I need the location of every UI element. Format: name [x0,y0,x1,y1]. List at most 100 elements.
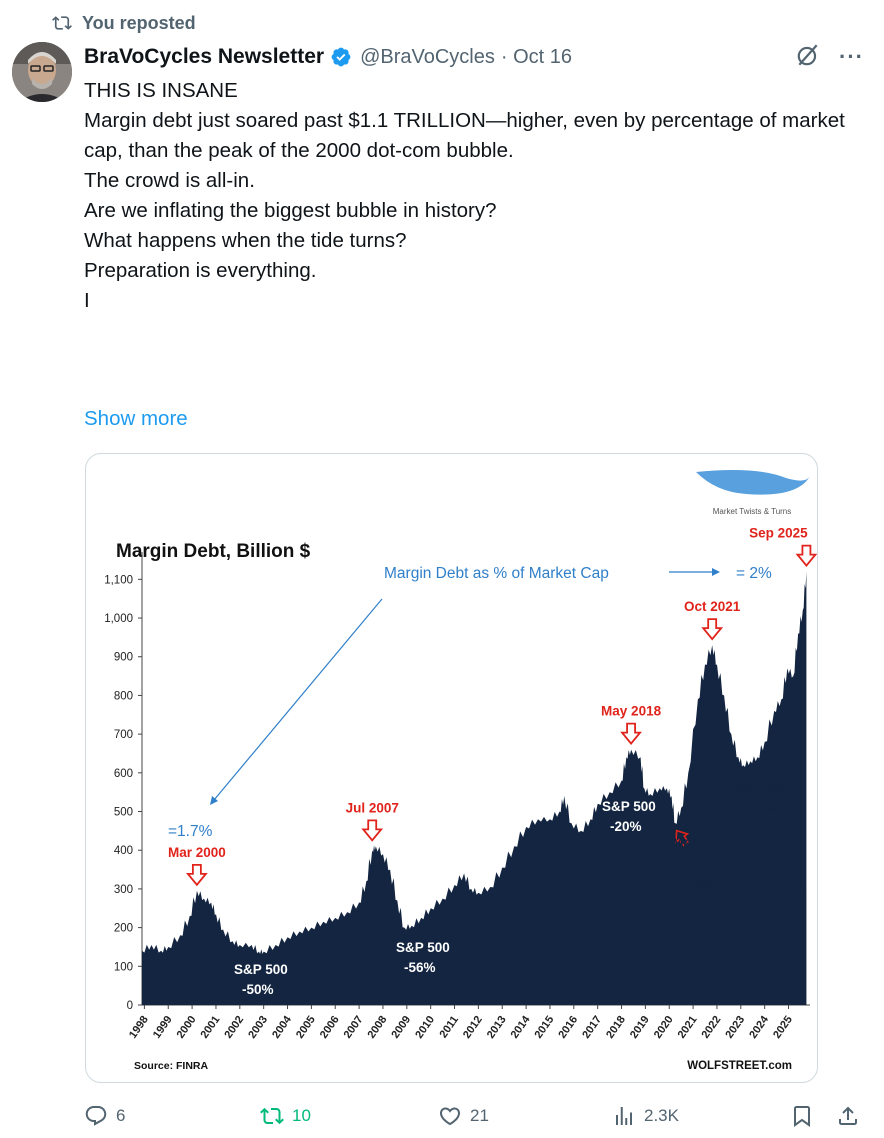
covid-label: Crash [672,876,712,892]
post-text-line: Are we inflating the biggest bubble in h… [84,199,497,222]
post-actions: 6 10 21 2.3K [84,1098,864,1134]
x-tick-label: 2012 [461,1014,485,1041]
y-tick-label: 900 [114,652,133,664]
show-more-link[interactable]: Show more [84,407,188,430]
sp500-label: S&P 500 [234,962,288,977]
view-count: 2.3K [644,1106,679,1125]
chart-title: Margin Debt, Billion $ [116,541,311,562]
annotation-arrow-icon [701,618,724,641]
margin-debt-chart: Market Twists & Turns Margin Debt, Billi… [104,470,817,1072]
y-axis: 0 100 200 300 400 500 600 700 800 900 1,000 1,100 [104,552,143,1012]
repost-icon [260,1107,284,1125]
post-text-line: What happens when the tide turns? [84,229,407,252]
repost-button[interactable]: 10 [260,1098,311,1134]
x-tick-label: 2008 [366,1014,390,1041]
chart-annotations: Mar 2000 Jul 2007 May 2018 Oct 2021 Sep 2025 [168,526,817,887]
heart-icon [439,1107,461,1126]
chart-credit: WOLFSTREET.com [687,1060,792,1072]
post-header: BraVoCycles Newsletter @BraVoCycles · Oc… [84,42,864,72]
x-tick-label: 2021 [676,1014,700,1041]
reply-count: 6 [116,1106,126,1125]
x-tick-label: 2004 [270,1013,294,1041]
x-tick-label: 2013 [485,1014,509,1041]
y-tick-label: 1,100 [104,574,133,586]
views-chart-icon [616,1107,632,1125]
sp500-drop-label: -56% [404,960,436,975]
x-tick-label: 2019 [628,1014,652,1041]
x-tick-label: 2015 [533,1014,557,1041]
verified-badge-icon [330,46,352,68]
x-tick-label: 2009 [389,1014,413,1041]
like-button[interactable]: 21 [438,1098,489,1134]
x-tick-label: 2005 [294,1014,318,1041]
x-tick-label: 2003 [246,1014,270,1041]
x-tick-label: 2014 [509,1013,533,1041]
annotation-label: Sep 2025 [749,526,808,541]
post-date[interactable]: · Oct 16 [500,45,572,68]
x-tick-label: 2025 [771,1014,795,1041]
post-text-line: I [84,289,90,312]
y-tick-label: 700 [114,729,133,741]
x-tick-label: 2000 [175,1014,199,1041]
share-button[interactable] [836,1098,868,1134]
reply-button[interactable]: 6 [84,1098,125,1134]
avatar[interactable] [12,42,72,102]
grok-icon[interactable] [795,42,821,73]
bookmark-icon [794,1106,810,1127]
pct-title-label: Margin Debt as % of Market Cap [384,565,609,582]
x-tick-label: 2022 [700,1014,724,1041]
like-count: 21 [470,1106,489,1125]
x-tick-label: 2002 [222,1014,246,1041]
share-icon [839,1106,857,1125]
pct-2000-label: =1.7% [168,823,213,840]
post-media-chart[interactable]: Market Twists & Turns Margin Debt, Billi… [85,453,818,1083]
brand-text: Market Twists & Turns [713,507,792,516]
sp500-drop-label: -25% [744,800,776,815]
reply-icon [85,1106,107,1126]
y-tick-label: 200 [114,923,133,935]
pct-arrow-head-icon [712,568,720,576]
repost-banner: You reposted [52,10,196,36]
x-tick-label: 2017 [580,1014,604,1041]
annotation-arrow-icon [675,829,690,847]
y-tick-label: 400 [114,845,133,857]
x-tick-label: 2001 [199,1014,223,1041]
x-tick-label: 2024 [747,1013,771,1041]
bookmark-button[interactable] [790,1098,822,1134]
covid-label: Covid [672,855,711,871]
repost-icon [52,16,72,30]
sp500-drop-label: -50% [242,982,274,997]
post-text-line: Margin debt just soared past $1.1 TRILLI… [84,109,851,162]
x-tick-label: 2023 [723,1014,747,1041]
y-tick-label: 1,000 [104,613,133,625]
x-axis: 1998 1999 2000 2001 2002 2003 2004 2005 2006 2007… [127,1004,810,1041]
post-text-line: Preparation is everything. [84,259,317,282]
x-tick-label: 2020 [652,1014,676,1041]
sp500-label: S&P 500 [736,780,790,795]
annotation-label: Jul 2007 [346,800,399,815]
x-tick-label: 1998 [127,1014,151,1041]
y-tick-label: 500 [114,807,133,819]
y-tick-label: 600 [114,768,133,780]
author-name[interactable]: BraVoCycles Newsletter [84,45,325,68]
views-button[interactable]: 2.3K [612,1098,679,1134]
x-tick-label: 2006 [318,1014,342,1041]
sp500-drop-label: -20% [610,819,642,834]
x-tick-label: 2010 [413,1014,437,1041]
more-options-icon[interactable]: ··· [839,44,864,69]
pct-pointer-head-icon [210,796,218,805]
post-text-line: THIS IS INSANE [84,79,238,102]
sp500-label: S&P 500 [396,940,450,955]
x-tick-label: 2007 [342,1014,366,1041]
annotation-arrow-icon [620,722,642,746]
covid-label: Mar 2020 [672,834,732,850]
annotation-arrow-icon [795,544,817,568]
annotation-arrow-icon [185,863,208,887]
pct-2025-label: = 2% [736,565,772,582]
y-tick-label: 0 [127,1000,133,1012]
repost-banner-text: You reposted [82,12,196,33]
author-handle[interactable]: @BraVoCycles [360,45,495,68]
post-text: THIS IS INSANE Margin debt just soared p… [84,76,874,316]
sp500-label: S&P 500 [602,799,656,814]
repost-count: 10 [292,1106,311,1125]
